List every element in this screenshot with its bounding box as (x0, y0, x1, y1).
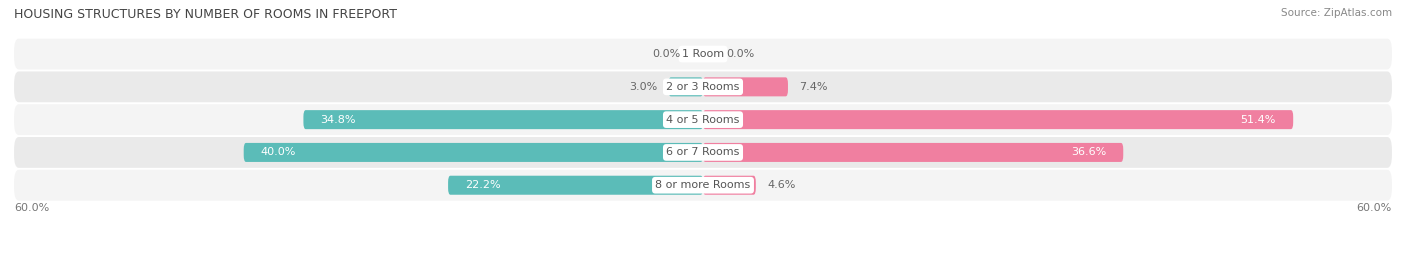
Text: 3.0%: 3.0% (628, 82, 657, 92)
FancyBboxPatch shape (703, 77, 787, 96)
FancyBboxPatch shape (14, 137, 1392, 168)
FancyBboxPatch shape (449, 176, 703, 195)
Text: 0.0%: 0.0% (725, 49, 754, 59)
Text: 1 Room: 1 Room (682, 49, 724, 59)
Text: 4.6%: 4.6% (768, 180, 796, 190)
Text: 51.4%: 51.4% (1240, 115, 1277, 125)
Text: 36.6%: 36.6% (1071, 147, 1107, 157)
Text: 0.0%: 0.0% (652, 49, 681, 59)
FancyBboxPatch shape (243, 143, 703, 162)
Text: 22.2%: 22.2% (465, 180, 501, 190)
Text: 40.0%: 40.0% (262, 147, 297, 157)
Text: Source: ZipAtlas.com: Source: ZipAtlas.com (1281, 8, 1392, 18)
Text: 60.0%: 60.0% (1357, 203, 1392, 213)
Text: 4 or 5 Rooms: 4 or 5 Rooms (666, 115, 740, 125)
FancyBboxPatch shape (14, 104, 1392, 135)
Text: 8 or more Rooms: 8 or more Rooms (655, 180, 751, 190)
Text: 2 or 3 Rooms: 2 or 3 Rooms (666, 82, 740, 92)
FancyBboxPatch shape (14, 39, 1392, 69)
FancyBboxPatch shape (14, 72, 1392, 102)
FancyBboxPatch shape (14, 170, 1392, 201)
Text: HOUSING STRUCTURES BY NUMBER OF ROOMS IN FREEPORT: HOUSING STRUCTURES BY NUMBER OF ROOMS IN… (14, 8, 396, 21)
Text: 6 or 7 Rooms: 6 or 7 Rooms (666, 147, 740, 157)
FancyBboxPatch shape (703, 143, 1123, 162)
FancyBboxPatch shape (669, 77, 703, 96)
FancyBboxPatch shape (304, 110, 703, 129)
Text: 7.4%: 7.4% (800, 82, 828, 92)
FancyBboxPatch shape (703, 110, 1294, 129)
Text: 60.0%: 60.0% (14, 203, 49, 213)
Text: 34.8%: 34.8% (321, 115, 356, 125)
FancyBboxPatch shape (703, 176, 756, 195)
